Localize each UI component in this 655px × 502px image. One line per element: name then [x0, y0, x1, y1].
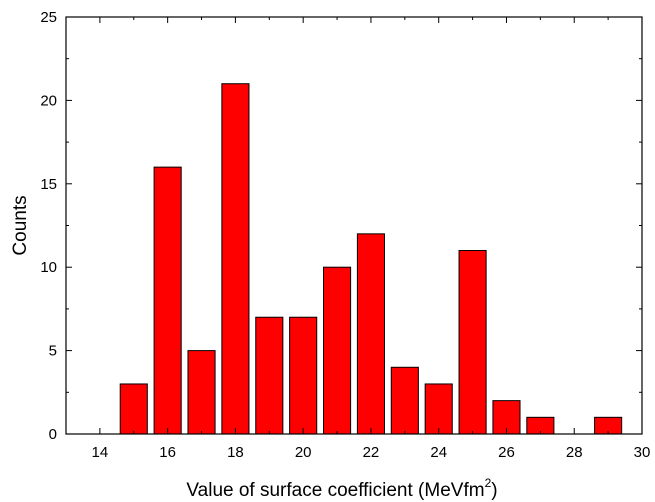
bars-group	[119, 83, 623, 435]
x-tick-label: 30	[634, 444, 651, 461]
y-tick-label: 25	[40, 9, 57, 26]
y-axis-title: Counts	[10, 195, 31, 255]
y-tick-label: 0	[49, 426, 57, 443]
x-axis-title-superscript: 2	[485, 476, 492, 490]
x-tick-label: 18	[227, 444, 244, 461]
x-axis-title-main: Value of surface coefficient (MeVfm	[186, 480, 484, 501]
bar	[323, 266, 352, 435]
x-tick-label: 28	[566, 444, 583, 461]
bar	[424, 383, 453, 435]
y-tick-label: 5	[49, 343, 57, 360]
y-tick-label: 20	[40, 92, 57, 109]
bar	[255, 316, 284, 435]
bar	[221, 83, 250, 435]
ticks-group: 14 16 18 20 22 24 26 28 30 0 5 10 15 20 25	[40, 9, 650, 461]
bar	[356, 233, 385, 435]
bar	[458, 250, 487, 435]
bar	[153, 166, 182, 435]
bar	[119, 383, 148, 435]
bar	[289, 316, 318, 435]
y-tick-label: 15	[40, 176, 57, 193]
x-axis-title-suffix: )	[491, 480, 497, 501]
x-axis-title: Value of surface coefficient (MeVfm2)	[186, 476, 497, 501]
x-tick-label: 22	[363, 444, 380, 461]
x-tick-label: 16	[159, 444, 176, 461]
plot-frame	[65, 16, 643, 435]
bar	[390, 366, 419, 435]
x-tick-label: 14	[92, 444, 109, 461]
bar	[187, 350, 216, 435]
y-tick-label: 10	[40, 259, 57, 276]
x-tick-label: 24	[430, 444, 447, 461]
x-tick-label: 20	[295, 444, 312, 461]
x-tick-label: 26	[498, 444, 515, 461]
